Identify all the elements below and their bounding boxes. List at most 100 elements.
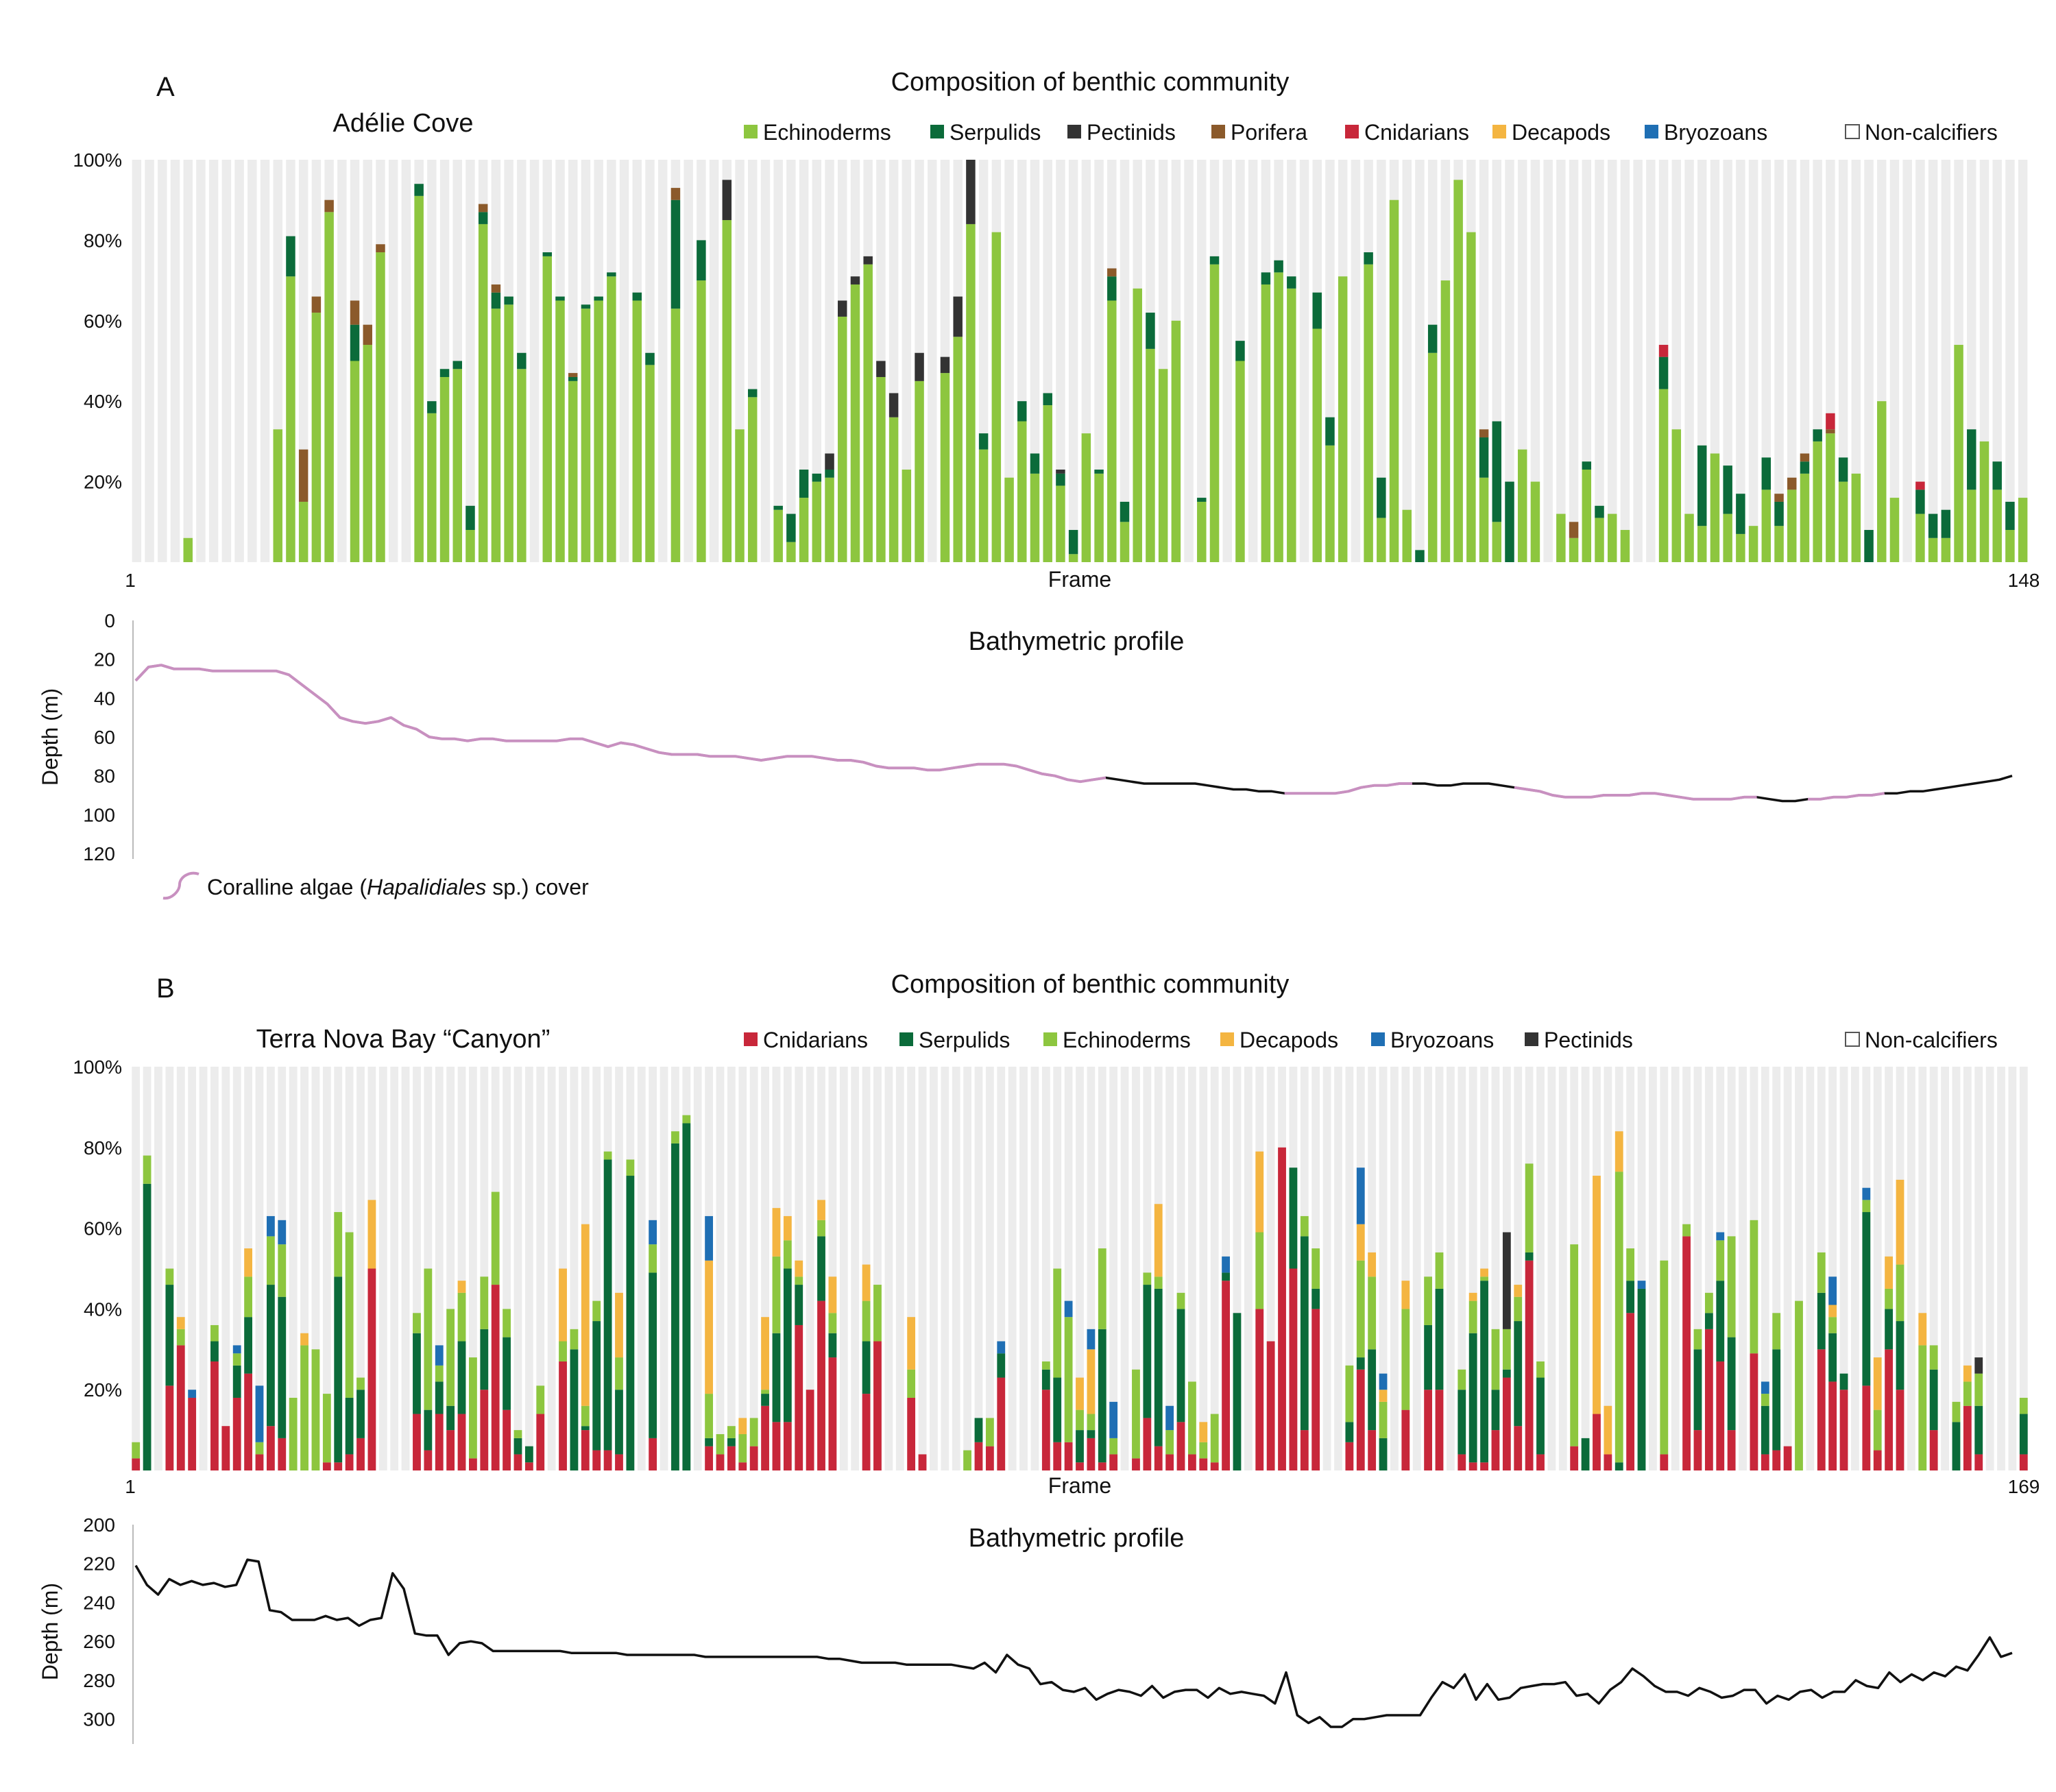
bar-frame-35-cnidarians [513, 1454, 522, 1470]
bar-frame-109-serpulids [1345, 1422, 1354, 1442]
legend-swatch-bryozoans [1371, 1032, 1385, 1046]
bar-frame-116-non-calcifiers [1424, 1067, 1433, 1470]
bar-frame-37-non-calcifiers [536, 1067, 545, 1470]
bar-frame-152-bryozoans [1828, 1276, 1837, 1305]
bar-frame-110-serpulids [1356, 1357, 1365, 1370]
y-tick-40: 40% [84, 391, 122, 412]
bar-frame-13-echinoderms [266, 1236, 275, 1285]
bar-frame-136-non-calcifiers [1649, 1067, 1657, 1470]
bar-frame-119-echinoderms [1458, 1369, 1466, 1390]
bar-frame-56-cnidarians [749, 1446, 758, 1470]
bar-frame-52-decapods [705, 1260, 714, 1394]
bar-frame-37-echinoderms [594, 300, 603, 562]
bar-frame-88-bryozoans [1109, 1401, 1118, 1438]
bar-frame-105-cnidarians [1300, 1430, 1309, 1470]
bar-frame-131-porifera [1800, 453, 1810, 462]
depth-axis-title: Depth (m) [38, 688, 62, 786]
bar-frame-68-non-calcifiers [884, 1067, 893, 1470]
bar-frame-4-echinoderms [165, 1268, 174, 1285]
bar-frame-97-cnidarians [1210, 1462, 1219, 1470]
bar-frame-133-echinoderms [1614, 1172, 1623, 1463]
bar-frame-112-echinoderms [1556, 513, 1566, 562]
bar-frame-103-echinoderms [1440, 280, 1451, 562]
bar-frame-110-echinoderms [1530, 481, 1540, 562]
bar-frame-101-decapods [1255, 1151, 1264, 1233]
bar-frame-36-serpulids [581, 304, 591, 309]
bar-frame-35-echinoderms [513, 1430, 522, 1438]
bar-frame-140-non-calcifiers [1693, 1067, 1702, 1470]
bar-frame-61-cnidarians [806, 1390, 814, 1470]
bar-frame-29-echinoderms [446, 1309, 455, 1406]
legend-swatch-cnidarians [1345, 125, 1359, 138]
bar-frame-1-echinoderms [132, 1442, 141, 1459]
x-tick-first: 1 [125, 570, 136, 591]
bar-frame-61-non-calcifiers [902, 160, 912, 562]
bar-frame-70-decapods [907, 1317, 916, 1370]
bar-frame-30-cnidarians [457, 1414, 466, 1470]
bar-frame-155-serpulids [1862, 1212, 1871, 1386]
panel-b-bar-axis: 100% 80% 60% 40% 20% 1 169 Frame [73, 1056, 2040, 1498]
bar-frame-112-serpulids [1379, 1438, 1388, 1470]
bar-frame-140-cnidarians [1693, 1430, 1702, 1470]
bar-frame-28-serpulids [435, 1381, 444, 1414]
bar-frame-146-bryozoans [1761, 1381, 1769, 1394]
bar-frame-52-echinoderms [786, 542, 796, 562]
bar-frame-58-echinoderms [772, 1256, 781, 1333]
bar-frame-3-non-calcifiers [158, 160, 167, 562]
panel-a-bathy-title: Bathymetric profile [969, 627, 1185, 656]
depth-profile-line [134, 1558, 2013, 1728]
bar-frame-14-bryozoans [278, 1220, 287, 1245]
bar-frame-110-bryozoans [1356, 1167, 1365, 1224]
bar-frame-86-bryozoans [1087, 1329, 1096, 1350]
bar-frame-122-serpulids [1491, 1390, 1500, 1431]
bar-frame-55-pectinids [825, 453, 834, 470]
bar-frame-53-cnidarians [716, 1454, 725, 1470]
bar-frame-54-echinoderms [727, 1426, 736, 1438]
depth-tick-240: 240 [83, 1592, 115, 1613]
bar-frame-58-decapods [772, 1208, 781, 1257]
legend-swatch-echinoderms [744, 125, 758, 138]
bar-frame-142-echinoderms [1941, 537, 1951, 562]
bar-frame-100-non-calcifiers [1402, 160, 1412, 562]
bar-frame-113-echinoderms [1569, 537, 1579, 562]
bar-frame-59-echinoderms [876, 376, 886, 562]
bar-frame-22-decapods [367, 1200, 376, 1269]
bar-frame-118-non-calcifiers [1633, 160, 1643, 562]
bar-frame-106-serpulids [1311, 1288, 1320, 1309]
bar-frame-56-echinoderms [838, 316, 847, 562]
bar-frame-146-serpulids [1761, 1405, 1769, 1455]
panel-a-bathymetry: 0 20 40 60 80 100 120 Depth (m) [38, 610, 2013, 864]
bar-frame-102-serpulids [1427, 324, 1438, 353]
bar-frame-88-non-calcifiers [1109, 1067, 1118, 1470]
bar-frame-16-porifera [324, 199, 334, 213]
bar-frame-102-cnidarians [1266, 1341, 1275, 1470]
bar-frame-8-non-calcifiers [221, 160, 232, 562]
bar-frame-84-bryozoans [1064, 1300, 1073, 1318]
bar-frame-147-serpulids [1772, 1349, 1781, 1451]
depth-tick-20: 20 [94, 649, 115, 670]
bar-frame-85-cnidarians [1076, 1462, 1084, 1470]
bar-frame-53-non-calcifiers [799, 160, 809, 562]
depth-tick-0: 0 [104, 610, 115, 631]
depth-tick-260: 260 [83, 1631, 115, 1652]
bar-frame-44-echinoderms [615, 1357, 623, 1390]
bar-frame-47-pectinids [722, 180, 732, 221]
bar-frame-8-serpulids [210, 1341, 219, 1361]
bar-frame-73-serpulids [1056, 473, 1065, 486]
bar-frame-12-non-calcifiers [255, 1067, 264, 1470]
bar-frame-28-non-calcifiers [435, 1067, 444, 1470]
bar-frame-66-pectinids [966, 160, 976, 224]
bar-frame-143-cnidarians [1727, 1430, 1736, 1470]
bar-frame-127-non-calcifiers [1547, 1067, 1556, 1470]
bar-frame-104-serpulids [1289, 1167, 1298, 1269]
bar-frame-12-echinoderms [273, 429, 282, 562]
bar-frame-125-echinoderms [1525, 1163, 1534, 1252]
bar-frame-131-serpulids [1800, 461, 1810, 474]
y-tick-100: 100% [73, 149, 122, 171]
bar-frame-52-serpulids [705, 1438, 714, 1446]
bar-frame-98-cnidarians [1222, 1281, 1230, 1470]
bar-frame-117-cnidarians [1435, 1390, 1444, 1470]
bar-frame-83-serpulids [1053, 1377, 1062, 1442]
bar-frame-71-non-calcifiers [918, 1067, 927, 1470]
coralline-legend: Coralline algae (Hapalidiales sp.) cover [162, 871, 589, 900]
